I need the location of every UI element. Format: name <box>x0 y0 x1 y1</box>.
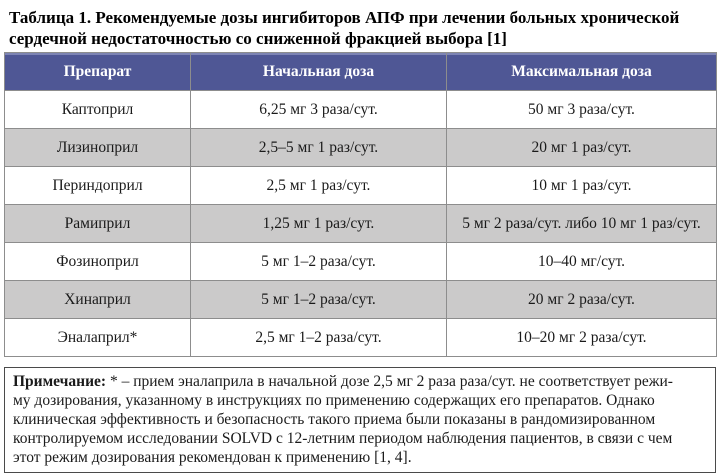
cell-max-dose: 20 мг 1 раз/сут. <box>446 128 717 167</box>
cell-max-dose: 10–40 мг/сут. <box>446 242 717 281</box>
table-row: Рамиприл 1,25 мг 1 раз/сут. 5 мг 2 раза/… <box>4 204 717 243</box>
table-row: Каптоприл 6,25 мг 3 раза/сут. 50 мг 3 ра… <box>4 90 717 129</box>
cell-initial-dose: 1,25 мг 1 раз/сут. <box>190 204 447 243</box>
note-text: * – прием эналаприла в начальной дозе 2,… <box>106 373 673 390</box>
cell-initial-dose: 6,25 мг 3 раза/сут. <box>190 90 447 129</box>
cell-drug: Каптоприл <box>4 90 191 129</box>
table-row: Фозиноприл 5 мг 1–2 раза/сут. 10–40 мг/с… <box>4 242 717 281</box>
note-line: му дозирования, указанному в инструкциях… <box>13 392 655 409</box>
cell-max-dose: 10–20 мг 2 раза/сут. <box>446 318 717 357</box>
note-line: этот режим дозирования рекомендован к пр… <box>13 449 412 466</box>
table-row: Лизиноприл 2,5–5 мг 1 раз/сут. 20 мг 1 р… <box>4 128 717 167</box>
table-row: Эналаприл* 2,5 мг 1–2 раза/сут. 10–20 мг… <box>4 318 717 357</box>
cell-drug: Лизиноприл <box>4 128 191 167</box>
column-header-max-dose: Максимальная доза <box>446 52 717 91</box>
table-caption-line-2: сердечной недостаточностью со сниженной … <box>9 29 507 48</box>
cell-max-dose: 20 мг 2 раза/сут. <box>446 280 717 319</box>
note-line: Примечание: * – прием эналаприла в начал… <box>13 372 707 391</box>
table-header-row: Препарат Начальная доза Максимальная доз… <box>4 52 717 91</box>
cell-initial-dose: 2,5–5 мг 1 раз/сут. <box>190 128 447 167</box>
table-caption-line-1: Таблица 1. Рекомендуемые дозы ингибиторо… <box>9 8 680 27</box>
cell-drug: Рамиприл <box>4 204 191 243</box>
table-row: Периндоприл 2,5 мг 1 раз/сут. 10 мг 1 ра… <box>4 166 717 205</box>
cell-initial-dose: 2,5 мг 1–2 раза/сут. <box>190 318 447 357</box>
cell-initial-dose: 5 мг 1–2 раза/сут. <box>190 280 447 319</box>
cell-drug: Фозиноприл <box>4 242 191 281</box>
cell-initial-dose: 2,5 мг 1 раз/сут. <box>190 166 447 205</box>
cell-drug: Хинаприл <box>4 280 191 319</box>
note-line: контролируемом исследовании SOLVD с 12-л… <box>13 430 673 447</box>
note-line: клиническая эффективность и безопасность… <box>13 411 656 428</box>
column-header-drug: Препарат <box>4 52 191 91</box>
cell-max-dose: 10 мг 1 раз/сут. <box>446 166 717 205</box>
column-header-initial-dose: Начальная доза <box>190 52 447 91</box>
cell-max-dose: 5 мг 2 раза/сут. либо 10 мг 1 раз/сут. <box>446 204 717 243</box>
table-caption: Таблица 1. Рекомендуемые дозы ингибиторо… <box>4 0 716 52</box>
cell-max-dose: 50 мг 3 раза/сут. <box>446 90 717 129</box>
note-label: Примечание: <box>13 373 107 390</box>
table-row: Хинаприл 5 мг 1–2 раза/сут. 20 мг 2 раза… <box>4 280 717 319</box>
note-box: Примечание: * – прием эналаприла в начал… <box>4 367 716 473</box>
cell-drug: Эналаприл* <box>4 318 191 357</box>
dose-table: Препарат Начальная доза Максимальная доз… <box>4 52 717 357</box>
cell-initial-dose: 5 мг 1–2 раза/сут. <box>190 242 447 281</box>
cell-drug: Периндоприл <box>4 166 191 205</box>
